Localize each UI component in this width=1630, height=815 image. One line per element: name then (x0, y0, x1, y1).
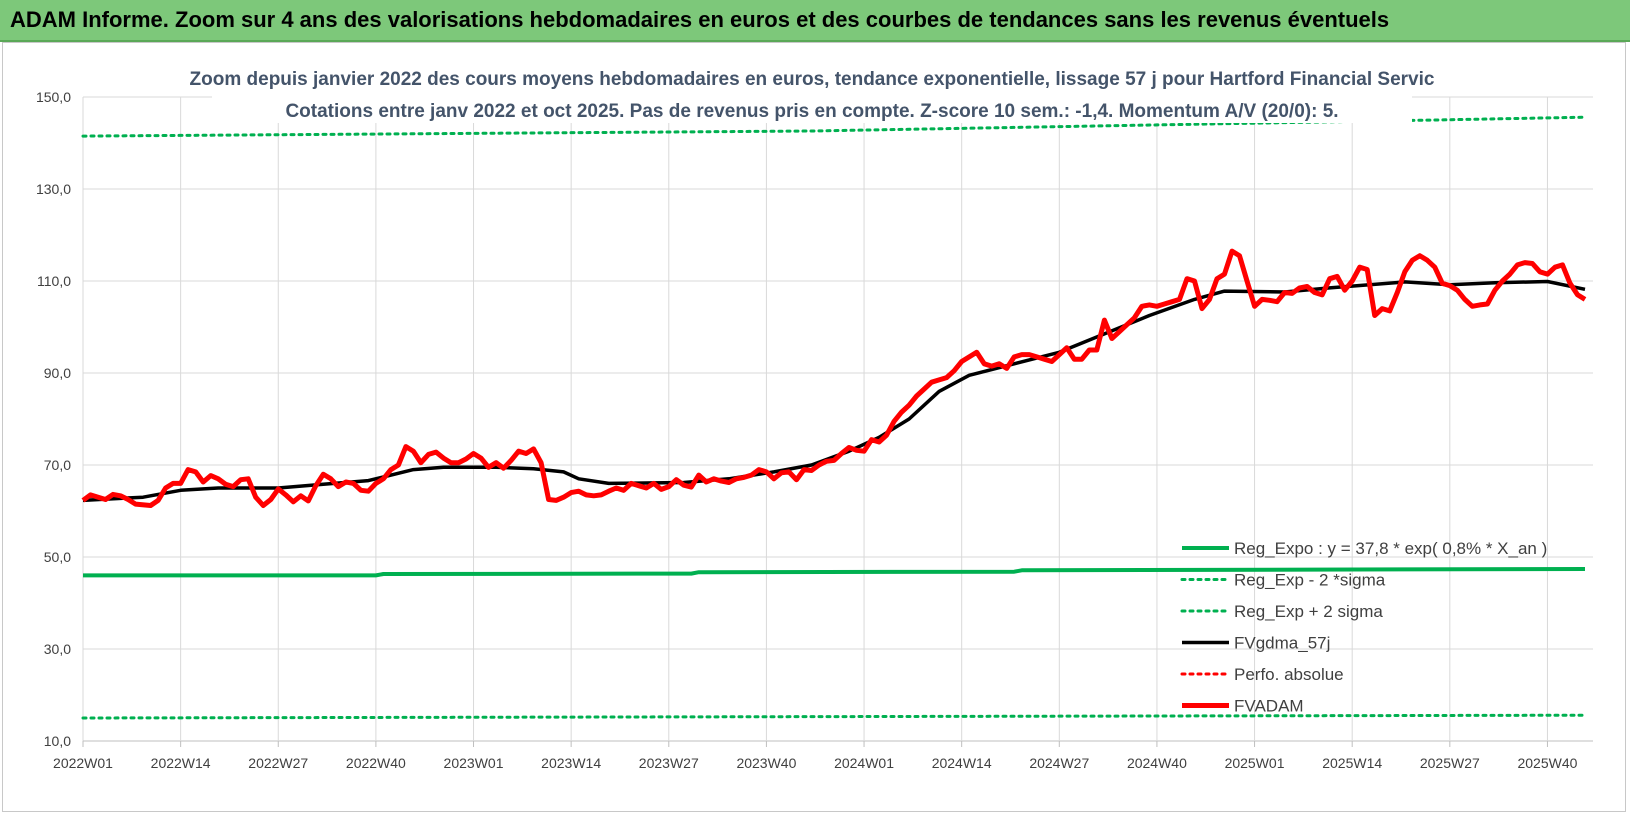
y-tick-label: 70,0 (44, 457, 71, 473)
grid-layer (82, 96, 1593, 747)
legend-label: Reg_Expo : y = 37,8 * exp( 0,8% * X_an ) (1234, 539, 1547, 558)
x-tick-label: 2024W01 (834, 755, 894, 771)
y-tick-label: 50,0 (44, 549, 71, 565)
x-tick-label: 2022W14 (151, 755, 211, 771)
series-line-fvadam (81, 248, 1587, 508)
banner-title: ADAM Informe. Zoom sur 4 ans des valoris… (10, 7, 1390, 32)
x-tick-label: 2024W27 (1029, 755, 1089, 771)
x-tick-label: 2025W01 (1225, 755, 1285, 771)
x-tick-label: 2023W14 (541, 755, 601, 771)
title-background (212, 61, 1412, 123)
x-tick-label: 2023W40 (736, 755, 796, 771)
x-tick-label: 2022W27 (248, 755, 308, 771)
x-axis-labels: 2022W01 2022W14 2022W27 2022W40 2023W01 2023W… (53, 755, 1578, 771)
series-line-reg-exp-2-sigma (81, 713, 1587, 720)
y-tick-label: 150,0 (36, 89, 71, 105)
chart-title-line2: Cotations entre janv 2022 et oct 2025. P… (285, 101, 1338, 122)
legend-label: Perfo. absolue (1234, 665, 1344, 684)
x-tick-label: 2025W14 (1322, 755, 1382, 771)
chart-title-line1: Zoom depuis janvier 2022 des cours moyen… (190, 69, 1435, 90)
series-line-fvgdma-57j (82, 279, 1586, 503)
x-tick-label: 2023W01 (444, 755, 504, 771)
y-tick-label: 30,0 (44, 641, 71, 657)
y-tick-label: 10,0 (44, 733, 71, 749)
legend-label: FVADAM (1234, 697, 1304, 716)
y-axis-labels: 150,0 130,0 110,0 90,0 70,0 50,0 30,0 10,0 (36, 89, 71, 749)
legend: Reg_Expo : y = 37,8 * exp( 0,8% * X_an )… (1180, 539, 1547, 716)
y-tick-label: 90,0 (44, 365, 71, 381)
x-tick-label: 2025W40 (1517, 755, 1577, 771)
series-line-reg-exp-2-sigma (81, 115, 1587, 138)
title-banner: ADAM Informe. Zoom sur 4 ans des valoris… (0, 0, 1630, 42)
legend-label: Reg_Exp + 2 sigma (1234, 602, 1383, 621)
series-line-reg-expo-y-37-8-exp-0-8-x-an (83, 567, 1586, 578)
x-tick-label: 2022W01 (53, 755, 113, 771)
y-tick-label: 110,0 (37, 273, 71, 289)
legend-label: Reg_Exp - 2 *sigma (1234, 571, 1386, 590)
chart-frame (2, 42, 1626, 812)
series-layer (81, 115, 1587, 720)
y-tick-label: 130,0 (36, 181, 71, 197)
legend-label: FVgdma_57j (1234, 634, 1330, 653)
x-tick-label: 2023W27 (639, 755, 699, 771)
x-tick-label: 2025W27 (1420, 755, 1480, 771)
x-tick-label: 2024W14 (932, 755, 992, 771)
x-tick-label: 2022W40 (346, 755, 406, 771)
x-tick-label: 2024W40 (1127, 755, 1187, 771)
